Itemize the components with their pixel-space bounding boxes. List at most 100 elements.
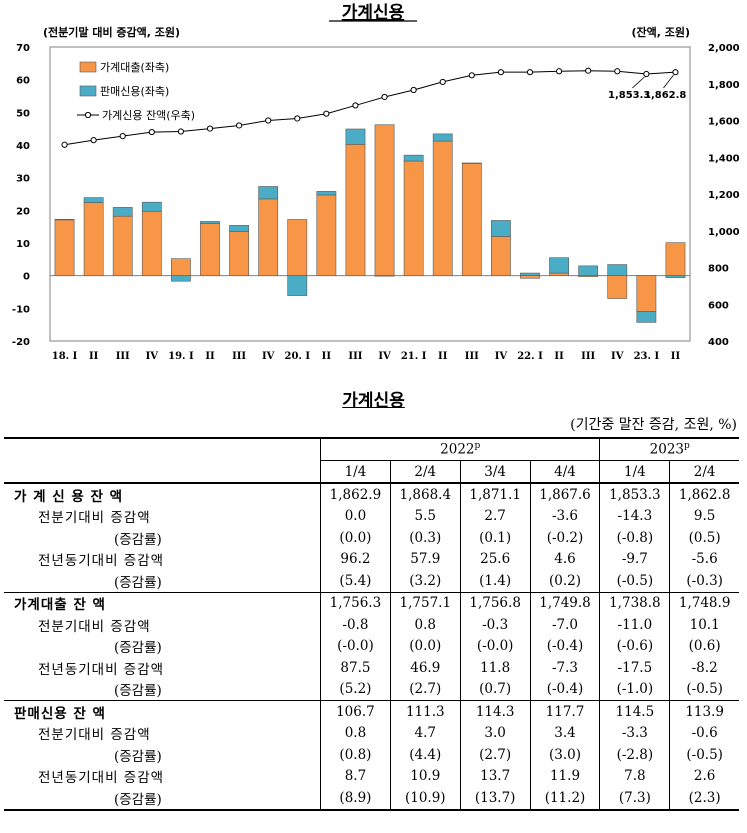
bar-household-loan bbox=[491, 236, 511, 276]
annotation-leader-1 bbox=[632, 76, 645, 89]
table-cell: 8.7 bbox=[320, 765, 391, 787]
bar-household-loan bbox=[665, 242, 686, 276]
table-cell: 1,862.8 bbox=[669, 482, 739, 506]
right-tick-label: 1,400 bbox=[708, 153, 740, 164]
table-cell: 5.5 bbox=[389, 505, 461, 527]
table-cell: (2.3) bbox=[669, 787, 739, 811]
right-tick-label: 400 bbox=[708, 337, 729, 348]
table-cell: 87.5 bbox=[320, 657, 391, 679]
table-cell: (-2.8) bbox=[599, 744, 670, 766]
quarter-header: 2/4 bbox=[669, 460, 739, 483]
row-label: 가 계 신 용 잔 액 bbox=[4, 482, 321, 506]
x-tick-label: IV bbox=[262, 351, 275, 362]
row-label: 전년동기대비 증감액 bbox=[38, 770, 165, 787]
table-cell: 117.7 bbox=[529, 700, 600, 723]
bar-sales-credit bbox=[636, 311, 657, 323]
balance-point bbox=[468, 72, 475, 79]
table-cell: 3.4 bbox=[529, 722, 600, 744]
table-cell: (0.7) bbox=[459, 678, 531, 701]
bar-sales-credit bbox=[287, 275, 308, 296]
balance-point bbox=[555, 68, 563, 75]
table-cell: 1,748.9 bbox=[669, 591, 739, 614]
table-cell: 1,757.1 bbox=[389, 591, 461, 614]
bar-household-loan bbox=[258, 198, 279, 276]
bar-household-loan bbox=[432, 140, 453, 276]
table-cell: 3.0 bbox=[459, 722, 531, 744]
x-tick-label: IV bbox=[378, 351, 391, 362]
balance-point bbox=[497, 69, 505, 76]
table-cell: (-0.3) bbox=[669, 570, 739, 592]
table-cell: (3.0) bbox=[529, 744, 600, 766]
row-label: 가계대출 잔 액 bbox=[4, 591, 321, 614]
table-cell: (-0.8) bbox=[599, 527, 670, 549]
balance-point bbox=[643, 70, 650, 78]
balance-point bbox=[439, 78, 446, 86]
x-tick-label: II bbox=[89, 351, 99, 362]
table-unit-note: (기간중 말잔 증감, 조원, %) bbox=[570, 417, 737, 433]
table-row: 전년동기대비 증감액 8.7 10.9 13.7 11.9 7.8 2.6 bbox=[4, 765, 739, 787]
table-cell: -7.0 bbox=[529, 614, 600, 636]
table-header-row-quarters: 1/4 2/4 3/4 4/4 1/4 2/4 bbox=[4, 460, 739, 483]
left-tick-label: -10 bbox=[12, 304, 30, 315]
table-cell: (8.9) bbox=[320, 787, 391, 811]
x-tick-label: 23. I bbox=[634, 351, 660, 362]
table-cell: (3.2) bbox=[389, 570, 461, 592]
bar-sales-credit bbox=[229, 225, 249, 232]
balance-point bbox=[381, 93, 388, 101]
x-tick-label: 18. I bbox=[52, 351, 78, 362]
table-cell: 1,853.3 bbox=[599, 482, 670, 506]
balance-point bbox=[672, 69, 679, 76]
table-cell: (0.8) bbox=[320, 744, 391, 766]
table-cell: (1.4) bbox=[459, 570, 531, 592]
x-tick-label: 21. I bbox=[401, 351, 427, 362]
bar-sales-credit bbox=[432, 133, 453, 142]
table-cell: 113.9 bbox=[669, 700, 739, 723]
bar-sales-credit bbox=[83, 197, 104, 203]
left-tick-label: 30 bbox=[16, 174, 30, 185]
bar-sales-credit bbox=[403, 154, 424, 162]
balance-point bbox=[177, 128, 185, 135]
table-cell: 96.2 bbox=[320, 548, 391, 570]
row-label: (증감률) bbox=[4, 787, 321, 811]
row-label: 전년동기대비 증감액 bbox=[38, 553, 165, 570]
balance-point bbox=[148, 128, 155, 136]
table-row: 전분기대비 증감액 0.0 5.5 2.7 -3.6 -14.3 9.5 bbox=[4, 505, 739, 527]
legend-label-sales: 판매신용(좌축) bbox=[100, 85, 169, 98]
table-cell: -0.8 bbox=[320, 614, 391, 636]
x-tick-label: II bbox=[671, 351, 681, 362]
bar-sales-credit bbox=[200, 221, 220, 224]
table-cell: (0.2) bbox=[529, 570, 600, 592]
table-cell: 7.8 bbox=[599, 765, 670, 787]
row-label: (증감률) bbox=[114, 640, 162, 657]
balance-line bbox=[64, 70, 676, 146]
bar-household-loan bbox=[403, 160, 424, 276]
table-cell: 25.6 bbox=[459, 548, 531, 570]
table-cell: -0.3 bbox=[459, 614, 531, 636]
table-row: (증감률) (5.4) (3.2) (1.4) (0.2) (-0.5) (-0.3) bbox=[4, 570, 739, 592]
row-label: (증감률) bbox=[114, 531, 162, 548]
balance-point bbox=[585, 67, 592, 74]
balance-point bbox=[61, 141, 68, 148]
quarter-header: 2/4 bbox=[389, 460, 461, 483]
bar-sales-credit bbox=[258, 186, 279, 200]
table-cell: (0.5) bbox=[669, 527, 739, 549]
x-tick-label: II bbox=[322, 351, 332, 362]
household-credit-chart: 가계신용 (전분기말 대비 증감액, 조원) (잔액, 조원) 70 60 50 40 30 2… bbox=[12, 3, 740, 362]
table-cell: 1,862.9 bbox=[320, 482, 391, 506]
table-row: 전분기대비 증감액 -0.8 0.8 -0.3 -7.0 -11.0 10.1 bbox=[4, 614, 739, 636]
table-row: (증감률) (5.2) (2.7) (0.7) (-0.4) (-1.0) (-0.5) bbox=[4, 678, 739, 701]
table-title: 가계신용 bbox=[342, 391, 405, 411]
bar-household-loan bbox=[287, 219, 308, 276]
row-label: 전년동기대비 증감액 bbox=[38, 661, 165, 678]
bar-sales-credit bbox=[665, 275, 686, 278]
x-tick-label: 22. I bbox=[517, 351, 543, 362]
row-label: 전분기대비 증감액 bbox=[38, 510, 151, 527]
table-row: (증감률) (-0.0) (0.0) (-0.0) (-0.4) (-0.6) (0.6) bbox=[4, 635, 739, 657]
table-cell: (0.3) bbox=[389, 527, 461, 549]
table-row: 전년동기대비 증감액 96.2 57.9 25.6 4.6 -9.7 -5.6 bbox=[4, 548, 739, 570]
bar-household-loan bbox=[520, 275, 540, 279]
x-tick-label: III bbox=[116, 351, 130, 362]
table-cell: 11.8 bbox=[459, 657, 531, 679]
bar-household-loan bbox=[316, 194, 337, 276]
balance-point bbox=[352, 102, 359, 109]
